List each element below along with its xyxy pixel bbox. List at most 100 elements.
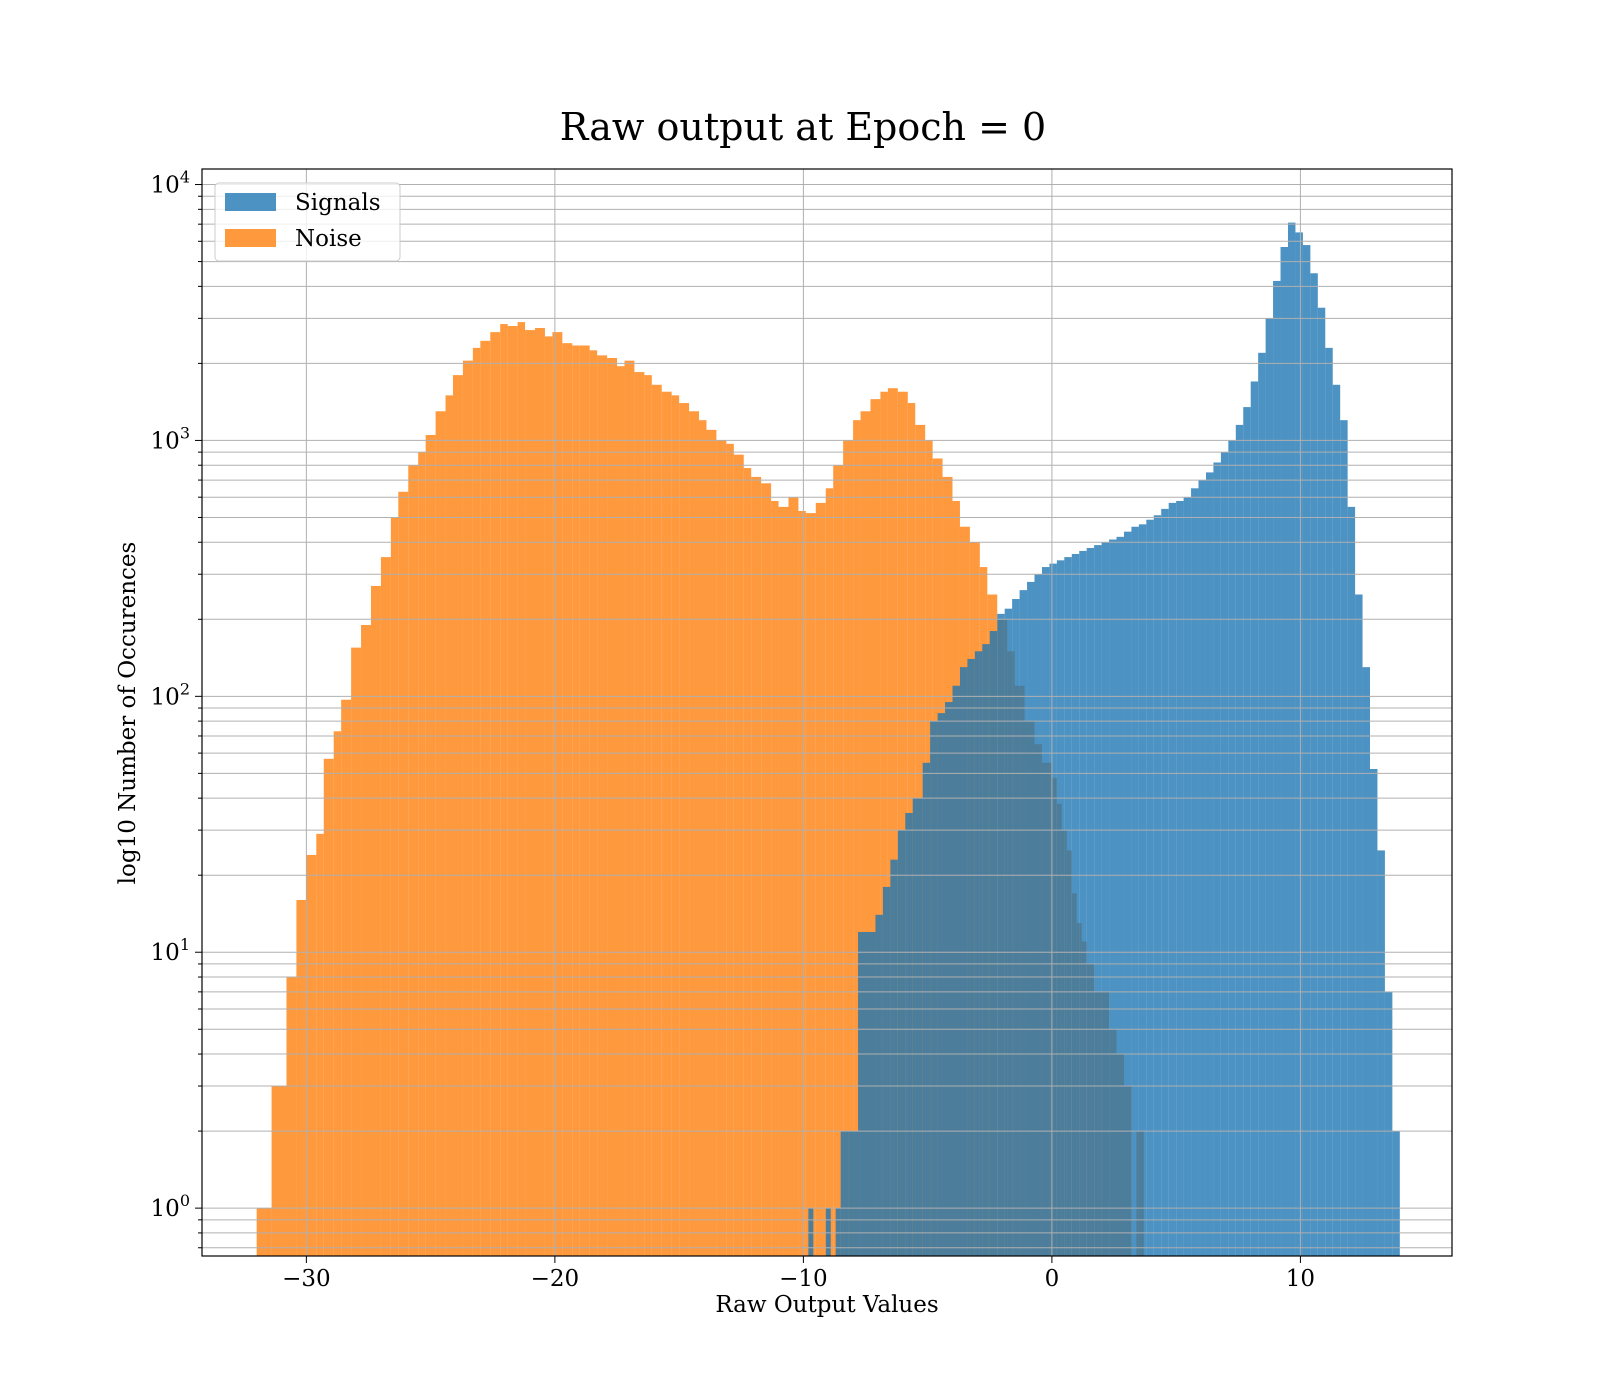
bar-signals-22 [989, 631, 998, 1256]
bar-signals-74 [1377, 850, 1385, 1256]
bar-noise-38 [617, 366, 625, 1257]
x-tick-label-2: −10 [779, 1266, 828, 1292]
bar-noise-46 [689, 411, 700, 1256]
bar-signals-28 [1034, 574, 1042, 1256]
bar-signals-26 [1019, 590, 1028, 1256]
bar-signals-56 [1243, 407, 1251, 1257]
bar-noise-25 [500, 324, 508, 1256]
bar-noise-8 [341, 699, 352, 1256]
bar-signals-68 [1332, 384, 1341, 1256]
bar-noise-58 [798, 510, 806, 1256]
bar-noise-10 [361, 625, 371, 1256]
bar-signals-8 [882, 886, 891, 1256]
bar-signals-60 [1273, 280, 1281, 1256]
bar-signals-42 [1138, 524, 1147, 1256]
bar-noise-69 [897, 391, 908, 1257]
bar-noise-14 [398, 491, 409, 1256]
bar-noise-27 [517, 322, 526, 1257]
y-axis-label: log10 Number of Occurences [115, 542, 141, 885]
bar-noise-7 [333, 731, 342, 1256]
bar-signals-41 [1131, 526, 1139, 1256]
bar-signals-40 [1123, 531, 1132, 1256]
bar-signals-9 [890, 859, 898, 1256]
bar-noise-4 [306, 854, 317, 1256]
bar-noise-12 [380, 557, 391, 1256]
bar-signals-21 [982, 644, 990, 1256]
bar-noise-64 [853, 420, 861, 1256]
bar-signals-2 [835, 1208, 841, 1256]
bar-signals-54 [1228, 440, 1236, 1256]
x-axis-ticks: −30 −20 −10 0 10 [282, 1256, 1315, 1292]
y-tick-label-4: 104 [151, 168, 190, 199]
bar-signals-46 [1168, 502, 1177, 1256]
bar-signals-51 [1205, 472, 1214, 1256]
bar-noise-32 [562, 343, 573, 1256]
bar-noise-51 [733, 454, 744, 1256]
bar-signals-69 [1340, 420, 1348, 1256]
bar-noise-54 [761, 483, 772, 1256]
legend-label-signals: Signals [295, 190, 381, 216]
bar-signals-62 [1287, 222, 1296, 1257]
bar-signals-7 [875, 914, 883, 1256]
y-tick-label-2: 102 [151, 679, 190, 710]
bar-noise-13 [390, 517, 399, 1256]
bar-noise-62 [833, 465, 844, 1257]
bar-noise-57 [788, 497, 799, 1256]
bar-noise-19 [445, 395, 453, 1256]
bar-noise-66 [870, 399, 881, 1256]
bar-noise-43 [661, 391, 672, 1257]
x-tick-label-1: −20 [531, 1266, 580, 1292]
bar-signals-44 [1153, 515, 1162, 1256]
x-tick-label-0: −30 [282, 1266, 331, 1292]
bar-noise-49 [716, 440, 727, 1256]
bar-signals-23 [997, 613, 1005, 1256]
x-axis-label: Raw Output Values [715, 1292, 938, 1318]
bar-signals-29 [1041, 567, 1050, 1256]
bar-noise-2 [286, 977, 297, 1256]
bar-signals-47 [1176, 500, 1184, 1257]
bar-noise-31 [552, 332, 563, 1256]
bar-signals-1 [825, 1208, 831, 1256]
bar-noise-1 [271, 1086, 287, 1256]
bar-noise-30 [544, 336, 553, 1256]
bar-signals-50 [1198, 480, 1206, 1256]
bar-signals-3 [840, 1131, 849, 1256]
bar-noise-35 [589, 350, 598, 1256]
bar-signals-48 [1183, 497, 1192, 1256]
bar-noise-59 [805, 513, 816, 1256]
bar-signals-37 [1101, 542, 1110, 1256]
bar-noise-24 [490, 332, 501, 1256]
legend-swatch-noise [225, 229, 276, 247]
y-axis-ticks: 100 101 102 103 104 [151, 168, 202, 1249]
bar-noise-37 [607, 357, 618, 1257]
legend-label-noise: Noise [295, 226, 362, 252]
bar-signals-53 [1220, 452, 1229, 1256]
bar-signals-32 [1064, 557, 1072, 1256]
bar-signals-73 [1369, 769, 1378, 1256]
legend-swatch-signals [225, 193, 276, 211]
bar-signals-63 [1295, 232, 1303, 1256]
bar-noise-50 [726, 443, 734, 1256]
grid-layer [202, 169, 1452, 1256]
bar-signals-43 [1146, 519, 1154, 1256]
bar-noise-29 [535, 328, 545, 1256]
bar-noise-47 [699, 420, 707, 1256]
bar-signals-12 [912, 798, 923, 1256]
legend: Signals Noise [214, 182, 401, 262]
bar-noise-33 [572, 345, 580, 1257]
bar-signals-57 [1250, 381, 1259, 1257]
bar-noise-34 [579, 345, 590, 1257]
bar-signals-31 [1056, 560, 1065, 1256]
bar-noise-5 [316, 833, 324, 1256]
bar-signals-4 [848, 1131, 859, 1256]
bar-noise-39 [624, 360, 635, 1256]
bar-signals-14 [930, 721, 938, 1256]
bar-signals-16 [945, 702, 953, 1256]
bar-noise-67 [880, 391, 888, 1257]
bar-noise-26 [507, 326, 518, 1256]
bar-signals-27 [1027, 581, 1035, 1256]
bar-noise-11 [370, 585, 381, 1256]
bar-signals-61 [1280, 247, 1288, 1256]
bar-signals-52 [1213, 462, 1221, 1256]
bar-signals-15 [937, 713, 946, 1256]
